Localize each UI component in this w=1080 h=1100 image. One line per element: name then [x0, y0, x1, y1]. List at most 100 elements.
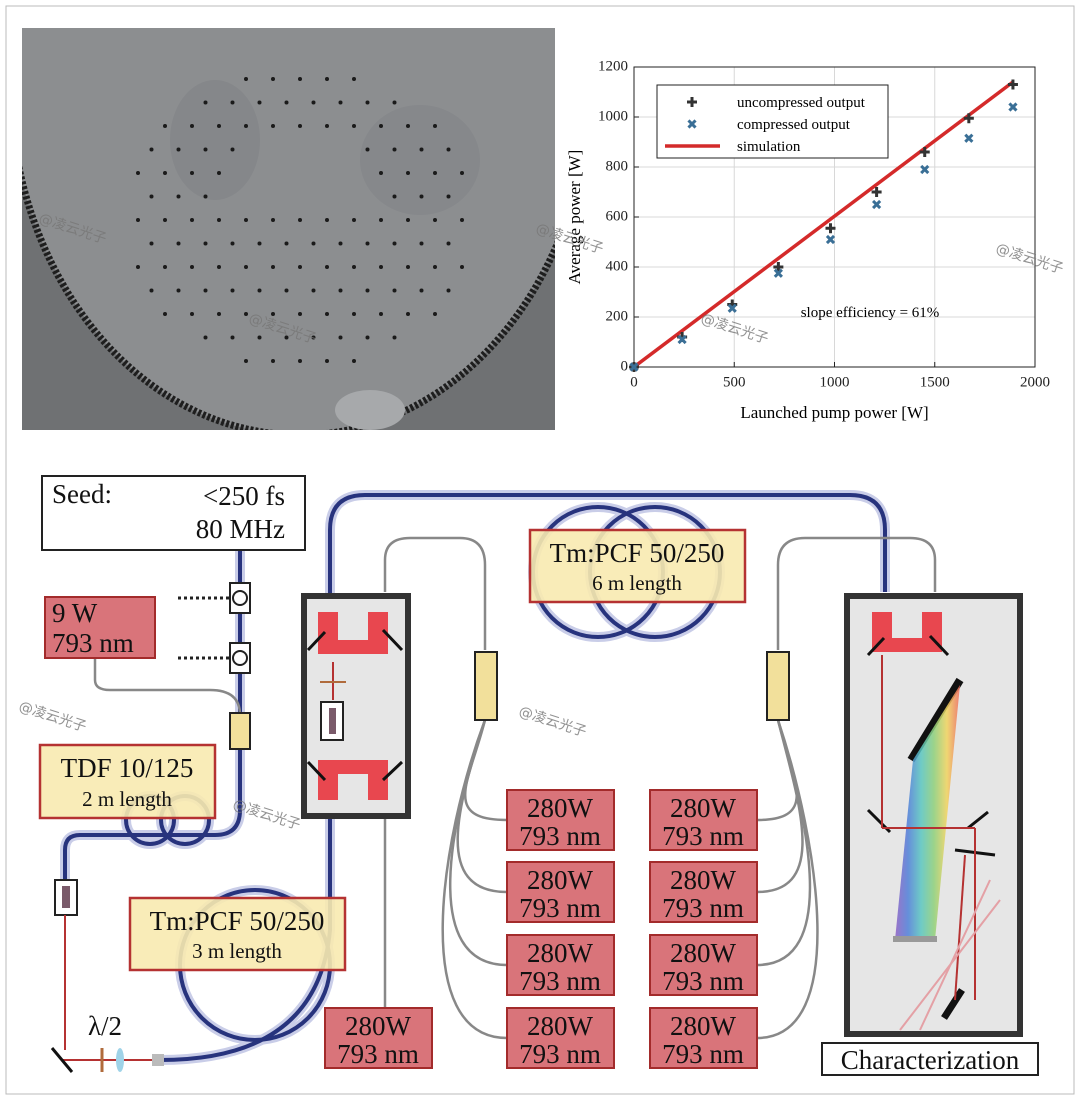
- hole: [257, 335, 262, 340]
- pump-power: 280W: [670, 865, 737, 895]
- watermark: @凌云光子: [231, 797, 303, 834]
- pump-wavelength: 793 nm: [662, 1039, 744, 1069]
- point: [687, 119, 697, 129]
- hole: [244, 77, 248, 81]
- hole: [406, 124, 410, 128]
- hole: [392, 194, 397, 199]
- hole: [365, 288, 370, 293]
- hole: [163, 265, 167, 269]
- hole: [460, 171, 464, 175]
- simulation-line: [632, 80, 1015, 369]
- pump-power: 280W: [670, 793, 737, 823]
- frame: [5, 5, 1075, 1095]
- y-axis-label: Average power [W]: [565, 150, 584, 285]
- pump-box: [506, 789, 615, 851]
- point: [773, 268, 783, 278]
- waveplate-label: λ/2: [88, 1011, 122, 1041]
- pump-power: 280W: [345, 1011, 412, 1041]
- x-tick-label: 1500: [920, 374, 950, 390]
- hole: [379, 218, 383, 222]
- hole: [217, 265, 221, 269]
- hole: [325, 218, 329, 222]
- pump-box: [649, 861, 758, 923]
- y-tick-label: 1000: [598, 108, 628, 124]
- hole: [433, 265, 437, 269]
- pump-wavelength: 793 nm: [519, 893, 601, 923]
- hole: [217, 124, 221, 128]
- point: [825, 223, 836, 234]
- y-tick-label: 200: [606, 308, 629, 324]
- hole: [379, 265, 383, 269]
- hole: [338, 100, 343, 105]
- hole: [230, 241, 235, 246]
- hole: [325, 77, 329, 81]
- y-tick-label: 1200: [598, 58, 628, 74]
- pump-box: [649, 934, 758, 996]
- marker-stroke: [773, 268, 783, 278]
- hole: [163, 124, 167, 128]
- hole: [257, 100, 262, 105]
- hole: [352, 312, 356, 316]
- marker-stroke: [727, 303, 737, 313]
- hole: [271, 359, 275, 363]
- fiber-length: 3 m length: [192, 939, 282, 963]
- point: [920, 164, 930, 175]
- point: [964, 133, 974, 143]
- seed-pulse: <250 fs: [203, 481, 285, 511]
- hole: [352, 124, 356, 128]
- hole: [446, 147, 451, 152]
- marker-stroke: [825, 234, 836, 245]
- hole: [284, 288, 289, 293]
- seed-label: Seed:: [52, 479, 112, 509]
- pump-power: 280W: [670, 1011, 737, 1041]
- hole: [203, 241, 208, 246]
- point: [727, 303, 737, 313]
- pump-box: [324, 1007, 433, 1069]
- hole: [271, 312, 275, 316]
- hole: [203, 335, 208, 340]
- hole: [203, 194, 208, 199]
- pump-box: [506, 1007, 615, 1069]
- watermark: @凌云光子: [517, 704, 589, 741]
- watermark: @凌云光子: [17, 699, 89, 736]
- x-tick-label: 2000: [1020, 374, 1050, 390]
- legend: uncompressed output compressed output simu…: [656, 84, 889, 159]
- hole: [271, 77, 275, 81]
- x-tick-label: 1000: [820, 374, 850, 390]
- pump-power: 280W: [527, 1011, 594, 1041]
- hole: [271, 265, 275, 269]
- legend-label: compressed output: [737, 117, 851, 133]
- pump-power: 280W: [527, 938, 594, 968]
- hole: [446, 194, 451, 199]
- watermark: @凌云光子: [994, 241, 1066, 278]
- hole: [311, 100, 316, 105]
- hole: [136, 265, 140, 269]
- hole: [365, 147, 370, 152]
- hole: [406, 265, 410, 269]
- fiber-length: 2 m length: [82, 787, 172, 811]
- hole: [460, 265, 464, 269]
- hole: [433, 171, 437, 175]
- hole: [244, 359, 248, 363]
- hole: [149, 241, 154, 246]
- fiber-name: TDF 10/125: [61, 753, 194, 783]
- hole: [190, 171, 194, 175]
- pump-power: 9 W: [52, 598, 98, 628]
- hole: [392, 147, 397, 152]
- hole: [190, 265, 194, 269]
- hole: [136, 218, 140, 222]
- hole: [176, 194, 181, 199]
- x-axis-label: Launched pump power [W]: [740, 403, 928, 422]
- hole: [217, 312, 221, 316]
- point: [872, 199, 882, 210]
- legend-label: simulation: [737, 139, 801, 155]
- pump-power: 280W: [527, 793, 594, 823]
- marker-stroke: [872, 199, 882, 210]
- hole: [176, 241, 181, 246]
- pump-wavelength: 793 nm: [519, 1039, 601, 1069]
- hole: [392, 241, 397, 246]
- hole: [257, 241, 262, 246]
- pump-wavelength: 793 nm: [662, 821, 744, 851]
- marker-stroke: [1008, 102, 1018, 112]
- hole: [352, 77, 356, 81]
